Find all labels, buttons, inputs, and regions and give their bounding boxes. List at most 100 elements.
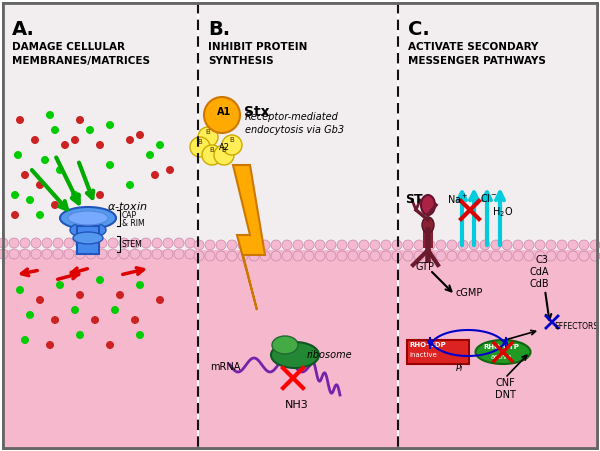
Circle shape [447,240,457,250]
Circle shape [260,240,270,250]
Circle shape [16,286,24,294]
Circle shape [436,251,446,261]
Text: DNT: DNT [495,390,516,400]
Circle shape [458,240,468,250]
Text: mRNA: mRNA [210,362,241,372]
Circle shape [106,161,114,169]
Ellipse shape [476,340,530,364]
Circle shape [0,249,8,259]
Text: B: B [229,137,234,143]
Circle shape [163,238,173,248]
Circle shape [480,240,490,250]
Circle shape [76,331,84,339]
Circle shape [152,249,162,259]
Circle shape [271,251,281,261]
Circle shape [97,249,107,259]
Circle shape [579,240,589,250]
Circle shape [31,136,39,144]
Circle shape [174,238,184,248]
Bar [3,3,197,250]
Text: GTP: GTP [415,262,434,272]
Circle shape [370,251,380,261]
Circle shape [51,201,59,209]
Text: active: active [491,354,512,360]
Circle shape [21,171,29,179]
Bar [399,3,597,250]
Circle shape [502,251,512,261]
Circle shape [42,249,52,259]
Text: endocytosis via Gb3: endocytosis via Gb3 [245,125,344,135]
Circle shape [96,191,104,199]
Circle shape [26,196,34,204]
Circle shape [425,240,435,250]
Text: H$_2$O: H$_2$O [492,205,513,219]
Circle shape [392,251,402,261]
Circle shape [546,240,556,250]
Circle shape [425,251,435,261]
Circle shape [141,238,151,248]
Circle shape [108,249,118,259]
Circle shape [282,240,292,250]
Circle shape [579,251,589,261]
Circle shape [359,240,369,250]
Circle shape [163,249,173,259]
Text: A.: A. [12,20,35,39]
Text: Receptor-mediated: Receptor-mediated [245,112,339,122]
Ellipse shape [68,211,108,225]
Circle shape [185,238,195,248]
Circle shape [152,238,162,248]
Circle shape [304,240,314,250]
Circle shape [46,341,54,349]
Text: Stx: Stx [244,105,269,119]
Ellipse shape [272,336,298,354]
Circle shape [156,141,164,149]
Circle shape [86,249,96,259]
Circle shape [9,249,19,259]
Circle shape [491,240,501,250]
Circle shape [174,249,184,259]
Text: CNF: CNF [495,378,515,388]
Text: RHO-GTP: RHO-GTP [483,344,519,350]
Circle shape [76,116,84,124]
Text: Pi: Pi [456,364,463,373]
Circle shape [392,240,402,250]
Circle shape [16,116,24,124]
Circle shape [535,251,545,261]
Circle shape [126,136,134,144]
Circle shape [381,251,391,261]
Circle shape [590,240,600,250]
Circle shape [249,251,259,261]
Circle shape [31,238,41,248]
Text: B: B [205,129,210,135]
Text: RHO-GDP: RHO-GDP [409,342,446,348]
Text: B: B [209,147,214,153]
Text: INHIBIT PROTEIN: INHIBIT PROTEIN [208,42,307,52]
Circle shape [86,126,94,134]
Circle shape [71,136,79,144]
Circle shape [491,251,501,261]
Circle shape [480,251,490,261]
Circle shape [238,251,248,261]
Text: ST: ST [405,193,422,206]
Bar [77,226,99,254]
Circle shape [56,281,64,289]
Circle shape [119,249,129,259]
Circle shape [222,135,242,155]
Circle shape [227,240,237,250]
Circle shape [11,191,19,199]
Ellipse shape [271,342,319,368]
Circle shape [546,251,556,261]
Circle shape [26,311,34,319]
Text: MEMBRANES/MATRICES: MEMBRANES/MATRICES [12,56,150,66]
Circle shape [458,251,468,261]
Circle shape [11,211,19,219]
Circle shape [535,240,545,250]
Circle shape [190,137,210,157]
Circle shape [370,240,380,250]
Circle shape [348,240,358,250]
Text: A1: A1 [217,107,231,117]
Circle shape [119,238,129,248]
Circle shape [293,251,303,261]
Circle shape [130,249,140,259]
Circle shape [41,156,49,164]
